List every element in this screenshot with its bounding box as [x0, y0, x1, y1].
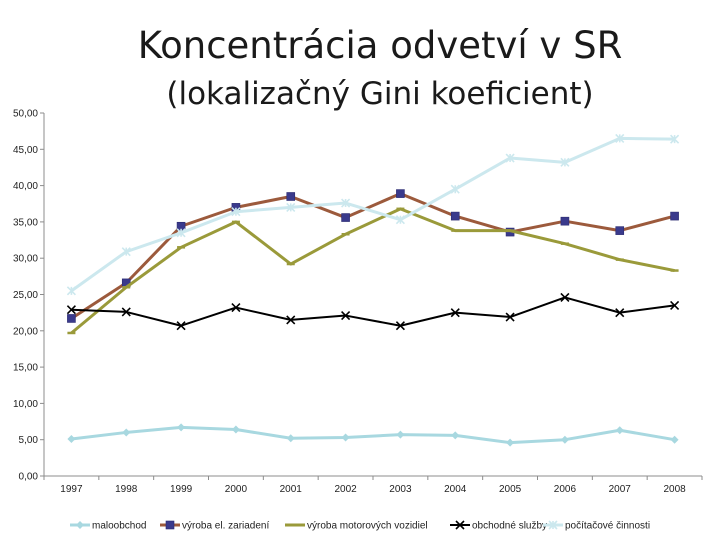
- series-4: [66, 292, 680, 331]
- x-tick-label: 2006: [554, 484, 577, 495]
- legend-item: počítačové činnosti: [543, 520, 650, 532]
- x-tick-label: 2004: [444, 484, 467, 495]
- data-point: [76, 521, 84, 529]
- x-tick-label: 2008: [663, 484, 686, 495]
- legend-label: počítačové činnosti: [565, 521, 650, 532]
- data-point: [66, 305, 76, 315]
- data-point: [122, 428, 131, 437]
- legend-item: obchodné služby: [450, 520, 547, 532]
- data-point: [560, 292, 570, 302]
- data-point: [670, 435, 679, 444]
- chart-title: Koncentrácia odvetví v SR: [137, 24, 623, 67]
- legend-item: výroba el. zariadení: [160, 521, 269, 532]
- data-point: [231, 207, 241, 217]
- y-tick-label: 50,00: [13, 109, 38, 120]
- data-point: [450, 308, 460, 318]
- y-tick-label: 15,00: [13, 363, 38, 374]
- data-point: [505, 153, 515, 163]
- x-tick-label: 2007: [609, 484, 632, 495]
- data-point: [615, 226, 625, 235]
- y-tick-label: 45,00: [13, 145, 38, 156]
- chart-subtitle: (lokalizačný Gini koeficient): [166, 76, 594, 112]
- data-point: [67, 434, 76, 443]
- series-line: [70, 207, 675, 335]
- data-point: [286, 202, 296, 212]
- data-point: [615, 426, 624, 435]
- legend-label: maloobchod: [92, 521, 146, 532]
- data-point: [341, 213, 350, 222]
- data-point: [165, 520, 175, 530]
- x-tick-label: 1997: [60, 484, 83, 495]
- data-point: [177, 423, 186, 432]
- data-point: [670, 300, 680, 310]
- y-tick-label: 10,00: [13, 399, 38, 410]
- data-point: [670, 211, 679, 221]
- data-point: [450, 184, 460, 194]
- series-line: [71, 296, 675, 327]
- data-point: [450, 211, 460, 221]
- data-point: [560, 157, 570, 167]
- y-tick-label: 20,00: [13, 326, 38, 337]
- x-tick-label: 1999: [170, 484, 193, 495]
- legend-item: maloobchod: [70, 521, 146, 532]
- data-point: [615, 308, 625, 318]
- data-point: [286, 192, 296, 201]
- data-point: [176, 321, 186, 331]
- x-tick-label: 2003: [389, 484, 412, 495]
- legend-item: výroba motorových vozidiel: [285, 521, 428, 532]
- series-3: [67, 207, 679, 335]
- data-point: [341, 198, 351, 208]
- series-5: [66, 133, 680, 296]
- x-tick-label: 2000: [225, 484, 248, 495]
- legend-label: obchodné služby: [472, 521, 547, 532]
- data-point: [505, 312, 515, 322]
- y-tick-label: 35,00: [13, 217, 38, 228]
- data-point: [66, 286, 76, 296]
- x-tick-label: 2001: [280, 484, 303, 495]
- data-point: [615, 133, 625, 143]
- x-tick-label: 2005: [499, 484, 522, 495]
- data-point: [560, 216, 570, 226]
- data-point: [560, 435, 569, 444]
- data-point: [121, 307, 131, 317]
- y-tick-label: 25,00: [13, 290, 38, 301]
- legend-label: výroba motorových vozidiel: [307, 521, 428, 532]
- data-point: [286, 315, 296, 325]
- data-point: [506, 438, 515, 447]
- y-tick-label: 30,00: [13, 254, 38, 265]
- series-1: [67, 423, 679, 447]
- x-tick-label: 1998: [115, 484, 138, 495]
- series-line: [70, 136, 675, 293]
- data-point: [231, 303, 241, 313]
- data-point: [341, 433, 350, 442]
- y-tick-label: 40,00: [13, 181, 38, 192]
- data-point: [451, 431, 460, 440]
- data-point: [548, 520, 558, 530]
- y-tick-label: 0,00: [19, 472, 39, 483]
- data-point: [121, 247, 131, 257]
- data-point: [396, 430, 405, 439]
- series-line: [71, 425, 675, 445]
- data-point: [395, 321, 405, 331]
- x-tick-label: 2002: [334, 484, 357, 495]
- legend-label: výroba el. zariadení: [182, 521, 269, 532]
- data-point: [455, 520, 465, 530]
- y-tick-label: 5,00: [19, 435, 39, 446]
- data-point: [396, 189, 405, 198]
- data-point: [231, 425, 240, 434]
- data-point: [395, 215, 405, 225]
- data-point: [67, 314, 76, 323]
- data-point: [341, 310, 351, 321]
- data-point: [670, 134, 680, 144]
- data-point: [286, 434, 295, 443]
- data-point: [176, 228, 186, 238]
